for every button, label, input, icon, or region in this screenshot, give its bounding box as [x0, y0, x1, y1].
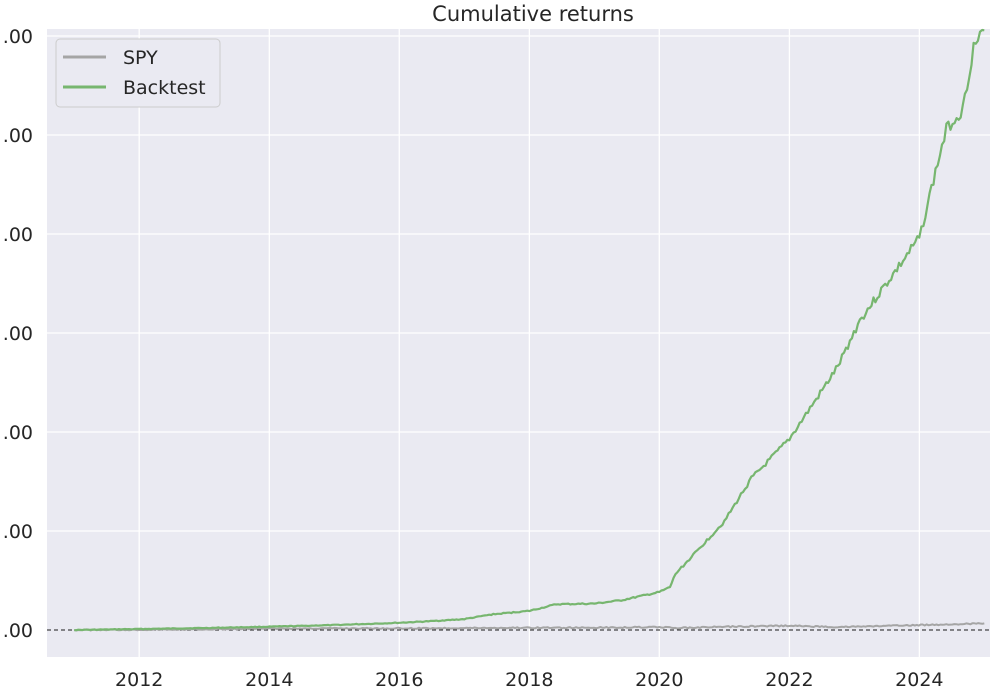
plot-area: [47, 29, 990, 657]
x-tick-label: 2016: [375, 669, 423, 691]
legend-label-backtest: Backtest: [123, 77, 206, 99]
x-tick-label: 2020: [635, 669, 683, 691]
backtest-line: [74, 28, 985, 632]
y-tick-label: .00: [3, 521, 33, 543]
spy-line: [73, 622, 985, 632]
x-tick-label: 2018: [505, 669, 553, 691]
legend-label-spy: SPY: [123, 47, 158, 69]
series-lines: [47, 28, 990, 632]
x-tick-label: 2024: [895, 669, 943, 691]
x-tick-label: 2014: [245, 669, 293, 691]
legend: SPY Backtest: [55, 38, 221, 108]
axis-tick-labels: .00 .00 .00 .00 .00 .00 .00 2012 2014 2016 2018 202…: [3, 26, 944, 691]
y-tick-label: .00: [3, 125, 33, 147]
y-tick-label: .00: [3, 26, 33, 48]
x-tick-label: 2012: [115, 669, 163, 691]
y-tick-label: .00: [3, 620, 33, 642]
x-tick-label: 2022: [765, 669, 813, 691]
y-tick-label: .00: [3, 224, 33, 246]
y-tick-label: .00: [3, 323, 33, 345]
grid-lines: [47, 29, 990, 657]
y-tick-label: .00: [3, 422, 33, 444]
chart-title: Cumulative returns: [432, 2, 634, 26]
